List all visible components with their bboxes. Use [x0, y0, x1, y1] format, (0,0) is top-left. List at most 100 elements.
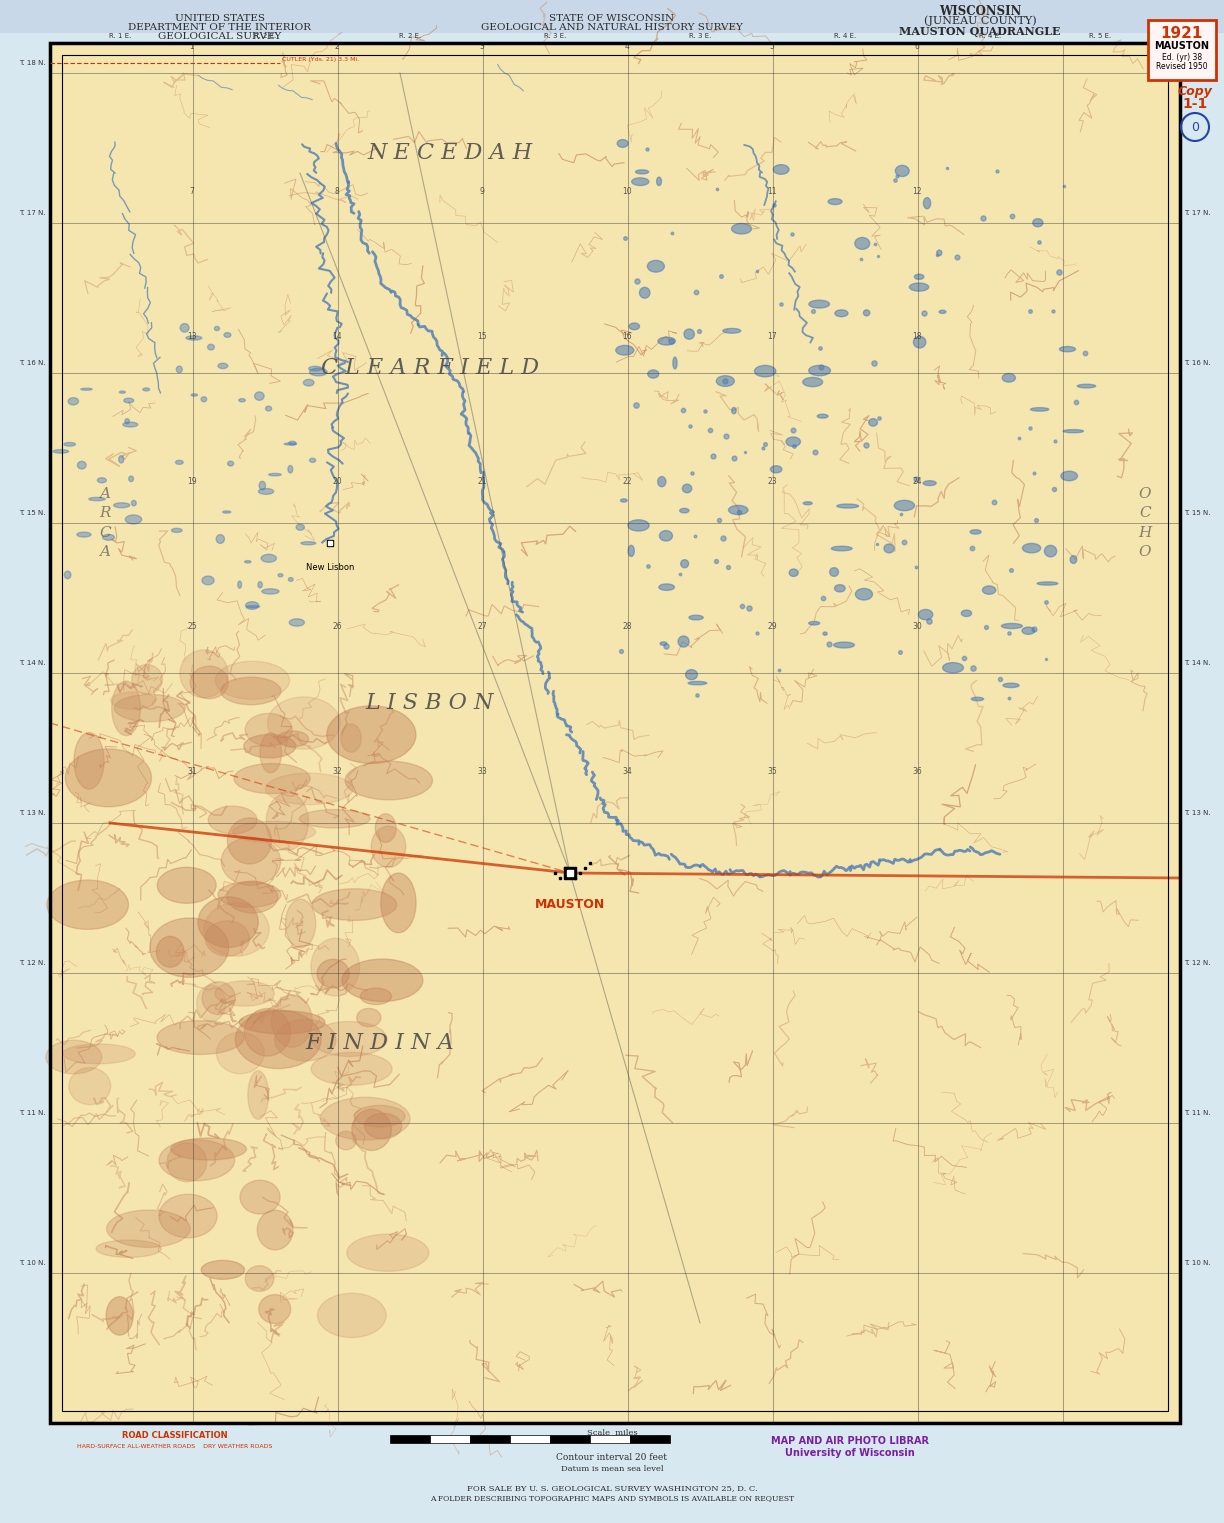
Ellipse shape: [246, 602, 258, 609]
Ellipse shape: [657, 477, 666, 487]
Ellipse shape: [356, 1008, 381, 1027]
Text: 0: 0: [1191, 120, 1200, 134]
Text: T. 16 N.: T. 16 N.: [1184, 359, 1211, 366]
Text: 33: 33: [477, 766, 487, 775]
Text: N E C E D A H: N E C E D A H: [367, 142, 532, 164]
Ellipse shape: [869, 419, 878, 426]
Ellipse shape: [381, 873, 416, 932]
Ellipse shape: [923, 481, 936, 486]
Ellipse shape: [716, 376, 734, 387]
Ellipse shape: [259, 481, 266, 490]
Ellipse shape: [942, 663, 963, 673]
Ellipse shape: [1037, 582, 1058, 585]
Ellipse shape: [360, 988, 392, 1005]
Ellipse shape: [208, 344, 214, 350]
Text: 8: 8: [334, 186, 339, 195]
Ellipse shape: [245, 713, 293, 746]
Ellipse shape: [202, 982, 235, 1014]
Text: 10: 10: [622, 186, 632, 195]
Ellipse shape: [923, 198, 930, 209]
Ellipse shape: [1060, 347, 1076, 352]
Text: DEPARTMENT OF THE INTERIOR: DEPARTMENT OF THE INTERIOR: [129, 23, 311, 32]
Ellipse shape: [616, 346, 634, 355]
Text: 28: 28: [622, 621, 632, 631]
Text: MAUSTON: MAUSTON: [535, 899, 605, 911]
Text: R. 4 E.: R. 4 E.: [834, 34, 856, 40]
Ellipse shape: [854, 238, 870, 250]
Ellipse shape: [244, 734, 296, 758]
Text: 9: 9: [480, 186, 485, 195]
Ellipse shape: [248, 1071, 268, 1119]
Ellipse shape: [823, 632, 827, 635]
Ellipse shape: [201, 398, 207, 402]
Text: R. 1 E.: R. 1 E.: [109, 34, 131, 40]
Ellipse shape: [289, 442, 296, 445]
Ellipse shape: [149, 918, 229, 978]
Ellipse shape: [47, 880, 129, 929]
Ellipse shape: [197, 985, 225, 1022]
Ellipse shape: [261, 554, 277, 562]
Ellipse shape: [830, 568, 838, 576]
Text: STATE OF WISCONSIN: STATE OF WISCONSIN: [550, 14, 674, 23]
Ellipse shape: [262, 589, 279, 594]
Text: 19: 19: [187, 477, 197, 486]
Ellipse shape: [971, 530, 982, 535]
Ellipse shape: [65, 571, 71, 579]
Ellipse shape: [340, 723, 361, 752]
Ellipse shape: [176, 366, 182, 373]
Ellipse shape: [206, 921, 250, 956]
Text: Datum is mean sea level: Datum is mean sea level: [561, 1465, 663, 1473]
Text: R. 2 E.: R. 2 E.: [253, 34, 277, 40]
Ellipse shape: [171, 528, 182, 533]
Ellipse shape: [310, 458, 316, 463]
Ellipse shape: [119, 455, 124, 463]
Ellipse shape: [190, 666, 229, 699]
Ellipse shape: [268, 474, 282, 475]
Text: 13: 13: [187, 332, 197, 341]
Text: T. 12 N.: T. 12 N.: [20, 959, 47, 966]
Ellipse shape: [834, 643, 854, 647]
Ellipse shape: [723, 329, 741, 334]
Ellipse shape: [180, 323, 188, 332]
Ellipse shape: [239, 399, 245, 402]
Ellipse shape: [809, 366, 830, 376]
Ellipse shape: [972, 698, 984, 701]
Ellipse shape: [1077, 384, 1095, 388]
Ellipse shape: [157, 867, 217, 903]
Ellipse shape: [131, 501, 136, 506]
Ellipse shape: [688, 681, 706, 685]
Ellipse shape: [259, 733, 282, 772]
Text: MAUSTON: MAUSTON: [1154, 41, 1209, 50]
Ellipse shape: [223, 510, 231, 513]
Ellipse shape: [114, 694, 185, 722]
Ellipse shape: [233, 821, 316, 842]
Ellipse shape: [837, 504, 858, 509]
Ellipse shape: [628, 545, 634, 556]
Ellipse shape: [1001, 623, 1022, 629]
Ellipse shape: [1022, 544, 1040, 553]
Ellipse shape: [106, 1211, 190, 1247]
Text: A FOLDER DESCRIBING TOPOGRAPHIC MAPS AND SYMBOLS IS AVAILABLE ON REQUEST: A FOLDER DESCRIBING TOPOGRAPHIC MAPS AND…: [430, 1494, 794, 1502]
Ellipse shape: [77, 461, 86, 469]
Ellipse shape: [228, 461, 234, 466]
Text: 1-1: 1-1: [1182, 97, 1208, 111]
Ellipse shape: [120, 391, 125, 393]
Text: 12: 12: [912, 186, 922, 195]
Text: T. 11 N.: T. 11 N.: [20, 1110, 47, 1116]
Ellipse shape: [64, 443, 76, 446]
Ellipse shape: [73, 733, 104, 789]
Text: Ed. (yr) 38: Ed. (yr) 38: [1162, 52, 1202, 61]
Ellipse shape: [1064, 429, 1083, 433]
Ellipse shape: [114, 503, 130, 507]
Text: GEOLOGICAL AND NATURAL HISTORY SURVEY: GEOLOGICAL AND NATURAL HISTORY SURVEY: [481, 23, 743, 32]
Ellipse shape: [89, 498, 105, 501]
Ellipse shape: [914, 274, 924, 279]
Ellipse shape: [218, 362, 228, 369]
Ellipse shape: [831, 547, 852, 551]
Ellipse shape: [684, 329, 694, 340]
Ellipse shape: [983, 586, 996, 594]
Ellipse shape: [632, 178, 649, 186]
Ellipse shape: [132, 664, 163, 694]
Ellipse shape: [647, 260, 665, 273]
Ellipse shape: [884, 544, 895, 553]
